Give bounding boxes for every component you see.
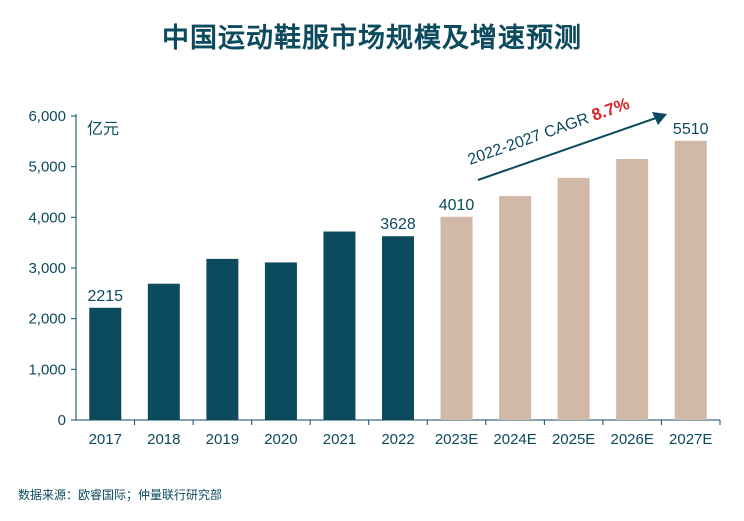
y-tick-label: 6,000 [28, 108, 66, 125]
y-tick-label: 3,000 [28, 260, 66, 277]
forecast-bar [674, 140, 707, 420]
x-tick-label: 2017 [89, 431, 122, 448]
actual-bar [206, 258, 239, 420]
cagr-value: 8.7% [589, 94, 632, 125]
x-tick-label: 2021 [323, 431, 356, 448]
data-source: 数据来源：欧睿国际；仲量联行研究部 [18, 488, 223, 502]
actual-bar [264, 262, 297, 420]
actual-bar [323, 231, 356, 420]
x-tick-label: 2019 [206, 431, 239, 448]
y-tick-label: 1,000 [28, 361, 66, 378]
y-axis-unit-label: 亿元 [87, 119, 119, 138]
cagr-text: 2022-2027 CAGR [466, 109, 596, 169]
chart-title: 中国运动鞋服市场规模及增速预测 [162, 23, 582, 54]
y-tick-label: 0 [58, 412, 66, 429]
x-tick-label: 2018 [147, 431, 180, 448]
cagr-arrowhead-icon [652, 112, 667, 125]
x-tick-label: 2024E [493, 431, 536, 448]
data-label: 2215 [87, 288, 123, 305]
y-tick-label: 5,000 [28, 159, 66, 176]
cagr-arrow-line [477, 117, 657, 181]
y-tick-label: 4,000 [28, 209, 66, 226]
x-tick-label: 2027E [669, 431, 712, 448]
x-tick-label: 2022 [381, 431, 414, 448]
data-label: 3628 [380, 216, 416, 233]
forecast-bar [616, 159, 649, 421]
actual-bar [382, 236, 414, 420]
x-tick-label: 2025E [552, 431, 595, 448]
forecast-bar [557, 177, 590, 420]
actual-bar [89, 307, 122, 420]
data-label: 4010 [439, 197, 475, 214]
x-tick-label: 2023E [435, 431, 478, 448]
cagr-label: 2022-2027 CAGR 8.7% [465, 94, 632, 169]
forecast-bar [499, 196, 532, 420]
x-tick-label: 2026E [610, 431, 653, 448]
x-tick-label: 2020 [264, 431, 297, 448]
forecast-bar [440, 216, 473, 420]
data-label: 5510 [673, 121, 709, 138]
y-tick-label: 2,000 [28, 311, 66, 328]
actual-bar [147, 283, 180, 420]
